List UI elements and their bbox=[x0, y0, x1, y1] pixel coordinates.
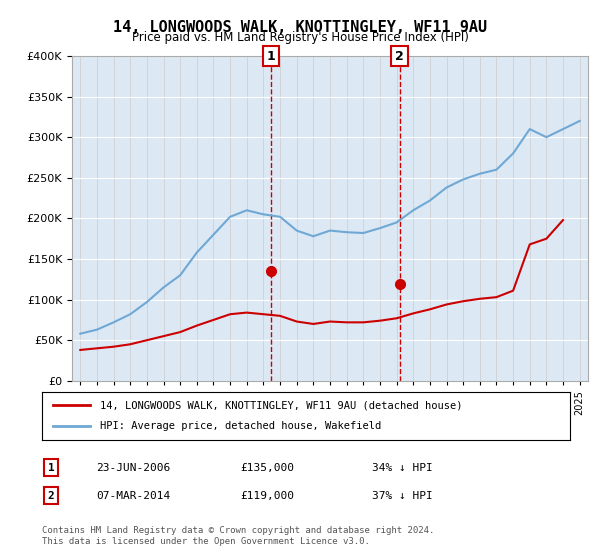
Text: 1: 1 bbox=[47, 463, 55, 473]
Text: 1: 1 bbox=[267, 49, 275, 63]
Text: 2: 2 bbox=[47, 491, 55, 501]
Text: 23-JUN-2006: 23-JUN-2006 bbox=[96, 463, 170, 473]
Text: 37% ↓ HPI: 37% ↓ HPI bbox=[372, 491, 433, 501]
Text: £135,000: £135,000 bbox=[240, 463, 294, 473]
Text: 07-MAR-2014: 07-MAR-2014 bbox=[96, 491, 170, 501]
Text: 2: 2 bbox=[395, 49, 404, 63]
Text: £119,000: £119,000 bbox=[240, 491, 294, 501]
Text: Price paid vs. HM Land Registry's House Price Index (HPI): Price paid vs. HM Land Registry's House … bbox=[131, 31, 469, 44]
Text: HPI: Average price, detached house, Wakefield: HPI: Average price, detached house, Wake… bbox=[100, 421, 382, 431]
Text: Contains HM Land Registry data © Crown copyright and database right 2024.
This d: Contains HM Land Registry data © Crown c… bbox=[42, 526, 434, 546]
Text: 34% ↓ HPI: 34% ↓ HPI bbox=[372, 463, 433, 473]
Text: 14, LONGWOODS WALK, KNOTTINGLEY, WF11 9AU: 14, LONGWOODS WALK, KNOTTINGLEY, WF11 9A… bbox=[113, 20, 487, 35]
Text: 14, LONGWOODS WALK, KNOTTINGLEY, WF11 9AU (detached house): 14, LONGWOODS WALK, KNOTTINGLEY, WF11 9A… bbox=[100, 400, 463, 410]
